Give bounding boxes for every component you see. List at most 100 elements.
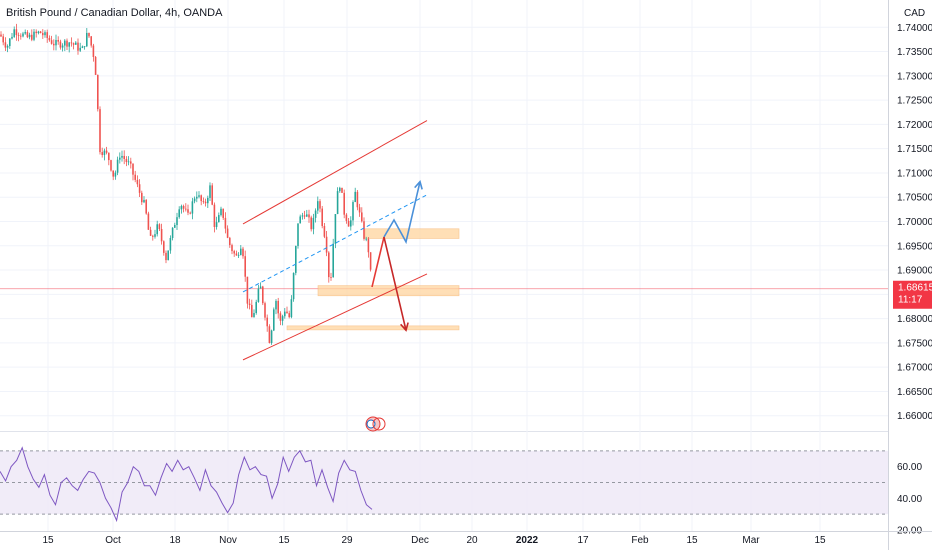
candle-body xyxy=(178,209,180,218)
candle-body xyxy=(26,32,29,38)
candle-body xyxy=(97,74,99,110)
candle-body xyxy=(20,35,22,37)
candle-body xyxy=(6,46,9,48)
candle-body xyxy=(209,185,211,198)
price-tick-label: 1.71500 xyxy=(897,144,932,155)
candle-body xyxy=(59,41,62,48)
candle-body xyxy=(163,241,165,253)
candle-body xyxy=(46,32,48,38)
candle-body xyxy=(259,286,262,289)
candle-body xyxy=(328,252,330,278)
candle-body xyxy=(240,248,242,255)
candle-body xyxy=(231,245,233,252)
candle-body xyxy=(127,161,130,163)
time-tick-label: 2022 xyxy=(516,535,539,546)
candle-body xyxy=(182,205,185,209)
chart-title: British Pound / Canadian Dollar, 4h, OAN… xyxy=(6,7,223,19)
candle-body xyxy=(154,234,156,237)
candle-body xyxy=(207,197,209,204)
candle-body xyxy=(189,212,191,214)
candle-body xyxy=(119,157,121,160)
candle-body xyxy=(262,286,264,304)
candle-body xyxy=(361,212,363,222)
time-tick-label: Oct xyxy=(105,535,121,546)
candle-body xyxy=(341,187,343,193)
candle-body xyxy=(145,199,147,214)
time-tick-label: 17 xyxy=(577,535,589,546)
candle-body xyxy=(75,42,77,45)
candle-body xyxy=(345,214,348,221)
candle-body xyxy=(61,45,64,48)
candle-body xyxy=(367,238,370,253)
current-price-tag: 1.68615 11:17 xyxy=(893,280,932,309)
candle-body xyxy=(251,304,253,318)
price-tick-label: 1.72500 xyxy=(897,96,932,107)
time-tick-label: Feb xyxy=(631,535,649,546)
currency-label: CAD xyxy=(904,8,925,19)
candle-body xyxy=(149,229,152,236)
bearish-projection-arrow-head xyxy=(400,322,409,332)
candle-body xyxy=(114,172,117,177)
candle-body xyxy=(356,191,359,208)
candle-body xyxy=(218,215,220,223)
candle-body xyxy=(136,179,139,185)
candle-body xyxy=(303,215,306,217)
candle-body xyxy=(308,214,310,218)
candle-body xyxy=(312,217,315,230)
candle-body xyxy=(332,243,334,278)
candle-body xyxy=(31,34,33,40)
candle-body xyxy=(222,208,224,218)
candle-body xyxy=(317,201,319,211)
price-tick-label: 1.69000 xyxy=(897,266,932,277)
candle-body xyxy=(229,237,231,246)
candle-body xyxy=(176,217,178,226)
time-tick-label: Nov xyxy=(219,535,237,546)
candle-body xyxy=(94,56,97,75)
candle-body xyxy=(350,220,352,227)
candle-body xyxy=(28,34,31,38)
candle-body xyxy=(198,195,200,197)
candle-body xyxy=(152,235,154,237)
candle-body xyxy=(281,316,284,321)
candle-body xyxy=(165,252,167,261)
candle-body xyxy=(160,228,163,242)
candle-body xyxy=(200,195,202,202)
price-tick-label: 1.71000 xyxy=(897,168,932,179)
earnings-icon[interactable] xyxy=(365,416,386,432)
candle-body xyxy=(284,311,286,317)
price-tick-label: 1.73000 xyxy=(897,71,932,82)
candle-body xyxy=(132,163,134,175)
candle-body xyxy=(17,35,20,36)
time-tick-label: Mar xyxy=(742,535,760,546)
candle-body xyxy=(48,37,51,41)
time-tick-label: 18 xyxy=(169,535,181,546)
candle-body xyxy=(39,31,42,34)
candle-body xyxy=(264,303,266,318)
candle-body xyxy=(90,36,92,46)
candle-body xyxy=(295,245,297,273)
price-tick-label: 1.73500 xyxy=(897,47,932,58)
candle-body xyxy=(125,158,128,163)
candle-body xyxy=(365,238,367,240)
candle-body xyxy=(279,313,282,321)
candle-body xyxy=(88,32,90,37)
candle-body xyxy=(0,34,2,37)
candle-body xyxy=(286,311,288,314)
price-tick-label: 1.69500 xyxy=(897,241,932,252)
candle-body xyxy=(233,251,235,254)
time-axis[interactable]: 15 Oct 18 Nov 15 29 Dec 20 2022 17 Feb 15 Mar 15 xyxy=(0,531,932,547)
price-tick-label: 1.70500 xyxy=(897,193,932,204)
price-zone xyxy=(317,285,460,297)
candle-body xyxy=(220,208,222,216)
bullish-projection-arrow xyxy=(383,181,421,245)
candle-body xyxy=(336,191,339,215)
candle-body xyxy=(33,31,35,40)
candle-body xyxy=(191,201,194,214)
time-tick-label: 20 xyxy=(466,535,478,546)
trend-drawings xyxy=(242,120,428,361)
candle-body xyxy=(257,288,260,302)
candle-body xyxy=(288,313,290,318)
candle-body xyxy=(248,303,251,305)
price-tick-label: 1.70000 xyxy=(897,217,932,228)
